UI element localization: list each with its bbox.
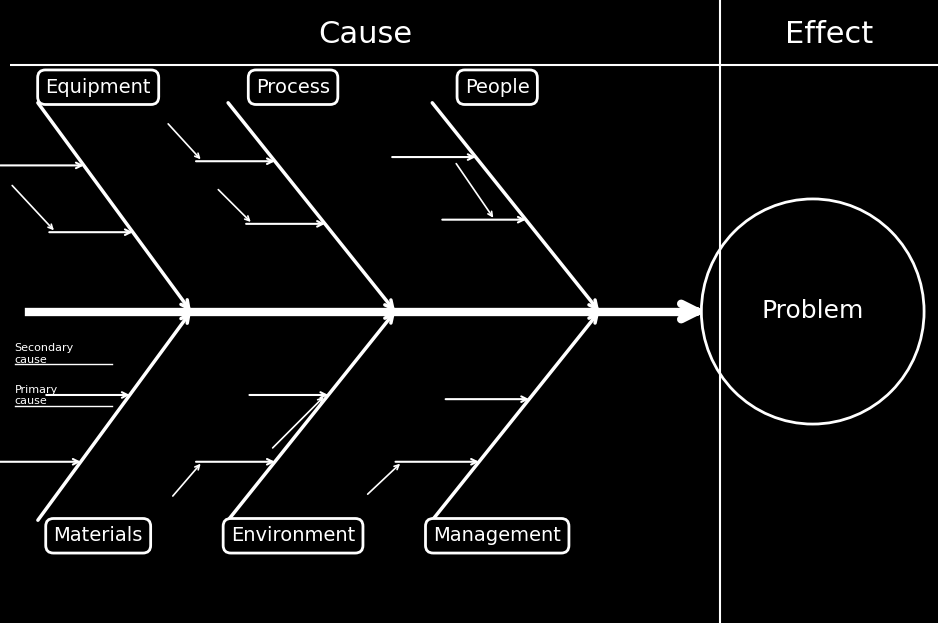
Text: Materials: Materials: [53, 526, 143, 545]
Text: Environment: Environment: [231, 526, 356, 545]
Text: Management: Management: [433, 526, 561, 545]
Text: Problem: Problem: [762, 300, 864, 323]
Text: Effect: Effect: [785, 20, 873, 49]
Text: People: People: [465, 78, 530, 97]
Text: Primary
cause: Primary cause: [15, 385, 58, 406]
Text: Process: Process: [256, 78, 330, 97]
Text: Cause: Cause: [318, 20, 412, 49]
Text: Secondary
cause: Secondary cause: [15, 343, 74, 364]
Text: Equipment: Equipment: [45, 78, 151, 97]
